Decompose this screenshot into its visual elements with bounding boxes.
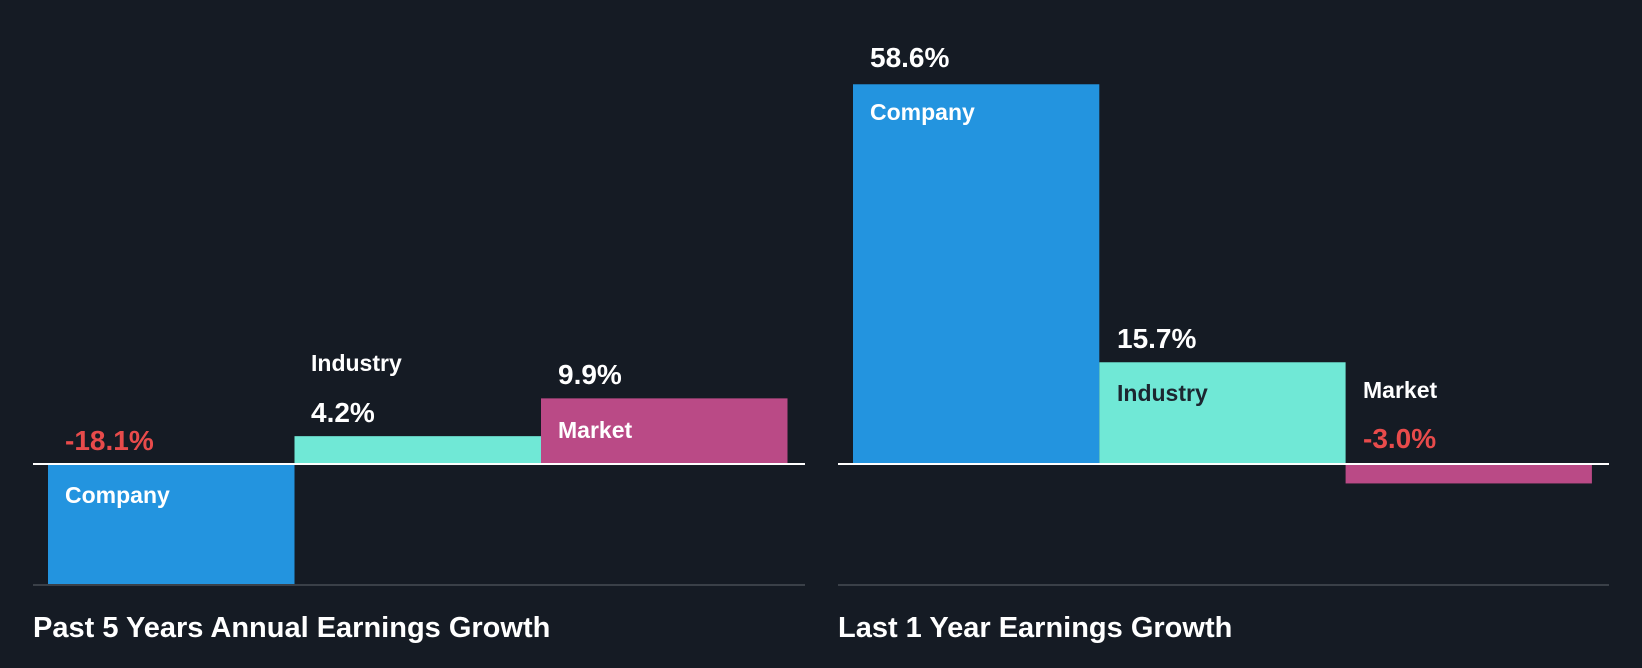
bar-company	[48, 464, 295, 585]
bar-industry	[294, 436, 541, 464]
category-label-industry: Industry	[1117, 380, 1208, 406]
chart-title-last-1-year: Last 1 Year Earnings Growth	[838, 612, 1232, 644]
category-label-company: Company	[65, 482, 170, 508]
category-label-market: Market	[1363, 377, 1437, 403]
last-1-year-chart: 58.6% Company 15.7% Industry -3.0% Market	[838, 42, 1609, 586]
value-label-industry: 15.7%	[1117, 323, 1196, 354]
value-label-company: 58.6%	[870, 42, 949, 73]
bar-industry	[1099, 362, 1346, 464]
chart-title-past-5-years: Past 5 Years Annual Earnings Growth	[33, 612, 550, 644]
value-label-market: 9.9%	[558, 359, 622, 390]
category-label-company: Company	[870, 99, 975, 125]
bar-market	[541, 398, 788, 464]
value-label-industry: 4.2%	[311, 397, 375, 428]
category-label-industry: Industry	[311, 350, 402, 376]
past-5-years-chart: -18.1% Company 4.2% Industry 9.9% Market	[33, 350, 805, 586]
bar-market	[1345, 464, 1592, 484]
category-label-market: Market	[558, 417, 632, 443]
value-label-market: -3.0%	[1363, 423, 1436, 454]
value-label-company: -18.1%	[65, 425, 154, 456]
bar-company	[853, 84, 1100, 464]
